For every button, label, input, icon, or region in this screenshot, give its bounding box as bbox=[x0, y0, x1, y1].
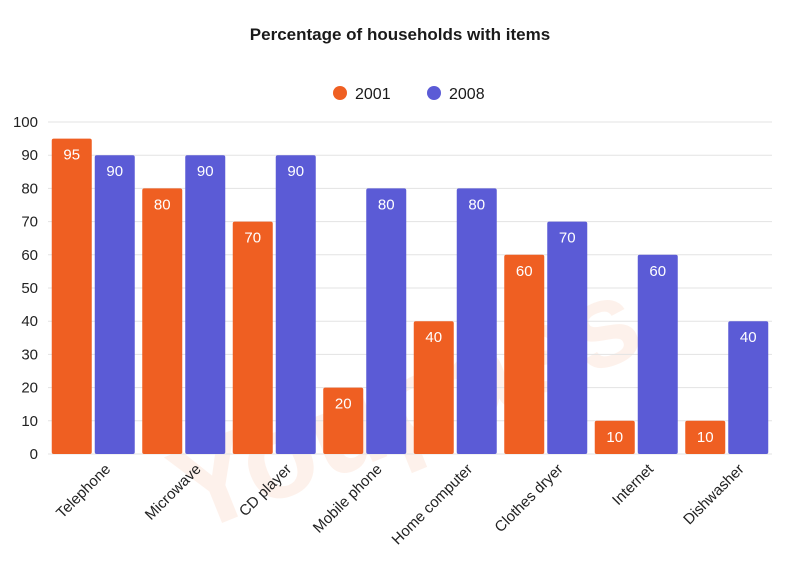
legend: 2001 2008 bbox=[333, 86, 485, 103]
x-tick-label: Dishwasher bbox=[680, 461, 747, 528]
data-label: 95 bbox=[63, 147, 80, 164]
y-tick-label: 40 bbox=[21, 313, 38, 330]
bar-2008-internet[interactable] bbox=[637, 254, 678, 454]
bars: 95 90 80 90 70 90 20 80 40 80 60 70 10 60 10 40 bbox=[51, 138, 769, 454]
bar-2001-cd-player[interactable] bbox=[232, 221, 273, 454]
data-label: 10 bbox=[697, 429, 714, 446]
bar-2001-internet[interactable] bbox=[594, 420, 635, 454]
y-axis: 0 10 20 30 40 50 60 70 80 90 100 bbox=[13, 114, 38, 463]
bar-2008-telephone[interactable] bbox=[94, 155, 135, 454]
bar-2008-microwave[interactable] bbox=[185, 155, 226, 454]
y-tick-label: 30 bbox=[21, 346, 38, 363]
data-label: 80 bbox=[378, 196, 395, 213]
legend-label: 2001 bbox=[355, 86, 391, 103]
y-tick-label: 80 bbox=[21, 180, 38, 197]
data-label: 90 bbox=[287, 163, 304, 180]
bar-2008-home-computer[interactable] bbox=[456, 188, 497, 454]
data-label: 40 bbox=[740, 329, 757, 346]
y-tick-label: 100 bbox=[13, 114, 38, 131]
y-tick-label: 50 bbox=[21, 280, 38, 297]
y-tick-label: 70 bbox=[21, 214, 38, 231]
y-tick-label: 0 bbox=[30, 446, 38, 463]
bar-2001-clothes-dryer[interactable] bbox=[504, 254, 545, 454]
bar-2001-microwave[interactable] bbox=[142, 188, 183, 454]
legend-swatch-2008 bbox=[427, 86, 441, 100]
data-label: 60 bbox=[649, 263, 666, 280]
data-label: 90 bbox=[106, 163, 123, 180]
data-label: 70 bbox=[244, 230, 261, 247]
bar-2001-dishwasher[interactable] bbox=[685, 420, 726, 454]
chart-title: Percentage of households with items bbox=[250, 25, 550, 44]
bar-2008-mobile-phone[interactable] bbox=[366, 188, 407, 454]
legend-swatch-2001 bbox=[333, 86, 347, 100]
bar-2008-dishwasher[interactable] bbox=[728, 321, 769, 454]
bar-2001-home-computer[interactable] bbox=[413, 321, 454, 454]
y-tick-label: 60 bbox=[21, 247, 38, 264]
bar-2001-telephone[interactable] bbox=[51, 138, 92, 454]
data-label: 80 bbox=[154, 196, 171, 213]
bar-2001-mobile-phone[interactable] bbox=[323, 387, 364, 454]
y-tick-label: 90 bbox=[21, 147, 38, 164]
data-label: 60 bbox=[516, 263, 533, 280]
bar-2008-cd-player[interactable] bbox=[275, 155, 316, 454]
x-tick-label: Internet bbox=[609, 460, 658, 509]
data-label: 40 bbox=[425, 329, 442, 346]
data-label: 90 bbox=[197, 163, 214, 180]
x-tick-label: Telephone bbox=[53, 461, 114, 522]
bar-2008-clothes-dryer[interactable] bbox=[547, 221, 588, 454]
legend-label: 2008 bbox=[449, 86, 485, 103]
x-tick-label: Clothes dryer bbox=[491, 461, 566, 536]
data-label: 70 bbox=[559, 230, 576, 247]
data-label: 80 bbox=[468, 196, 485, 213]
data-label: 10 bbox=[606, 429, 623, 446]
y-tick-label: 20 bbox=[21, 380, 38, 397]
y-tick-label: 10 bbox=[21, 413, 38, 430]
data-label: 20 bbox=[335, 396, 352, 413]
